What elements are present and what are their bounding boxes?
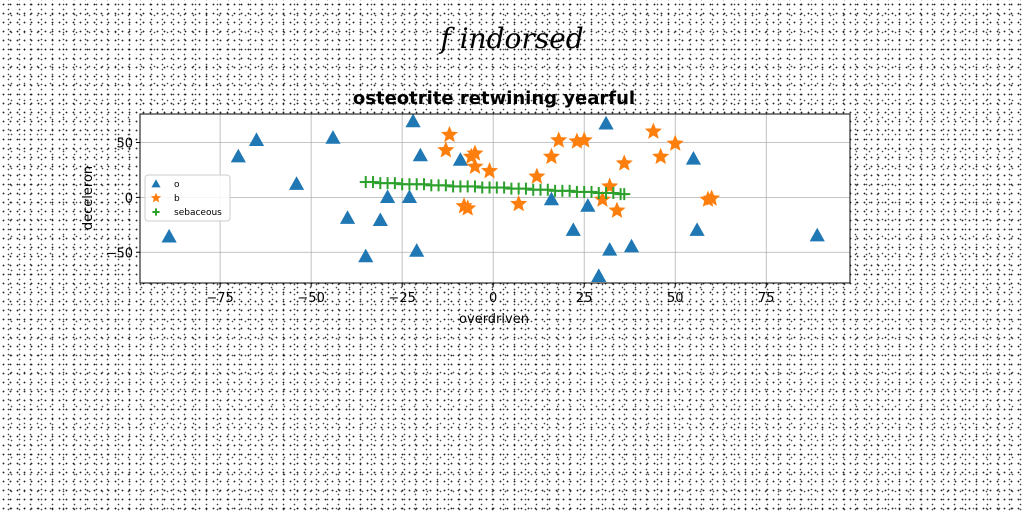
triangle-point bbox=[339, 210, 356, 224]
figure-suptitle: f indorsed bbox=[440, 22, 584, 55]
plus-point bbox=[418, 178, 430, 191]
triangle-point bbox=[580, 198, 596, 212]
plus-point bbox=[367, 176, 380, 189]
triangle-point bbox=[409, 243, 425, 257]
plot-frame bbox=[139, 113, 851, 284]
star-point bbox=[703, 189, 721, 206]
plus-point bbox=[519, 182, 532, 195]
star-point bbox=[652, 147, 670, 165]
triangle-point bbox=[412, 147, 428, 162]
legend-marker bbox=[151, 179, 161, 188]
legend-frame bbox=[144, 174, 231, 222]
star-point bbox=[466, 144, 484, 161]
plus-point bbox=[585, 185, 598, 198]
legend-label: sebaceous bbox=[174, 208, 222, 218]
triangle-point bbox=[565, 222, 581, 236]
star-point bbox=[550, 131, 568, 148]
star-point bbox=[608, 201, 626, 218]
star-point bbox=[575, 131, 593, 148]
plus-point bbox=[607, 187, 620, 200]
y-tick-label: −50 bbox=[106, 246, 133, 261]
star-point bbox=[593, 190, 611, 207]
x-axis-label: overdriven bbox=[459, 312, 529, 327]
star-point bbox=[440, 125, 459, 143]
x-tick-label: 50 bbox=[667, 291, 684, 306]
x-tick-label: 75 bbox=[758, 291, 775, 306]
triangle-point bbox=[689, 222, 705, 236]
plus-point bbox=[541, 183, 554, 196]
star-point bbox=[480, 162, 499, 179]
x-tick-label: −25 bbox=[388, 291, 415, 306]
y-tick-label: 50 bbox=[116, 137, 133, 152]
x-tick-label: −50 bbox=[297, 291, 324, 306]
legend-label: b bbox=[174, 194, 180, 204]
triangle-point bbox=[591, 268, 607, 283]
triangle-point bbox=[543, 191, 560, 206]
triangle-point bbox=[248, 132, 265, 146]
plus-point bbox=[439, 179, 452, 192]
star-point bbox=[644, 122, 662, 139]
plot-area: −75 −50 −25 0 25 50 75 −50 0 50 bbox=[106, 113, 851, 306]
triangle-point bbox=[598, 115, 614, 130]
triangle-point bbox=[288, 176, 305, 190]
star-point bbox=[528, 167, 546, 184]
triangle-point bbox=[401, 189, 418, 204]
star-point bbox=[437, 141, 455, 158]
plus-point bbox=[468, 180, 481, 193]
triangle-point bbox=[161, 228, 177, 243]
triangle-point bbox=[602, 242, 618, 256]
triangle-point bbox=[372, 212, 388, 227]
star-point bbox=[666, 134, 684, 151]
triangle-point bbox=[452, 152, 469, 166]
triangle-point bbox=[230, 148, 246, 163]
triangle-point bbox=[379, 189, 396, 204]
x-tick-label: 0 bbox=[489, 291, 497, 306]
triangle-point bbox=[809, 227, 825, 242]
star-point bbox=[615, 154, 633, 171]
plus-point bbox=[498, 181, 511, 194]
star-point bbox=[466, 157, 484, 174]
legend-marker bbox=[152, 208, 160, 216]
series-sebaceous bbox=[359, 176, 631, 201]
triangle-point bbox=[405, 113, 421, 128]
triangle-point bbox=[623, 238, 640, 253]
star-point bbox=[459, 199, 477, 216]
legend-marker bbox=[150, 192, 162, 203]
x-tick-label: −75 bbox=[206, 291, 233, 306]
series-b bbox=[437, 122, 721, 218]
plus-point bbox=[388, 177, 401, 190]
plot-background bbox=[140, 114, 850, 283]
x-tick-label: 25 bbox=[576, 291, 593, 306]
chart-title: osteotrite retwining yearful bbox=[353, 88, 635, 109]
triangle-point bbox=[685, 150, 702, 165]
triangle-point bbox=[358, 248, 374, 263]
legend-label: o bbox=[174, 180, 180, 190]
legend: ob sebaceous bbox=[144, 174, 231, 222]
plus-point bbox=[618, 188, 631, 201]
star-point bbox=[542, 147, 560, 165]
series-o bbox=[161, 113, 825, 283]
y-axis-label: deceleron bbox=[81, 166, 96, 230]
star-point bbox=[510, 194, 528, 212]
plus-point bbox=[563, 184, 576, 197]
triangle-point bbox=[325, 130, 341, 144]
y-tick-label: 0 bbox=[125, 191, 133, 206]
